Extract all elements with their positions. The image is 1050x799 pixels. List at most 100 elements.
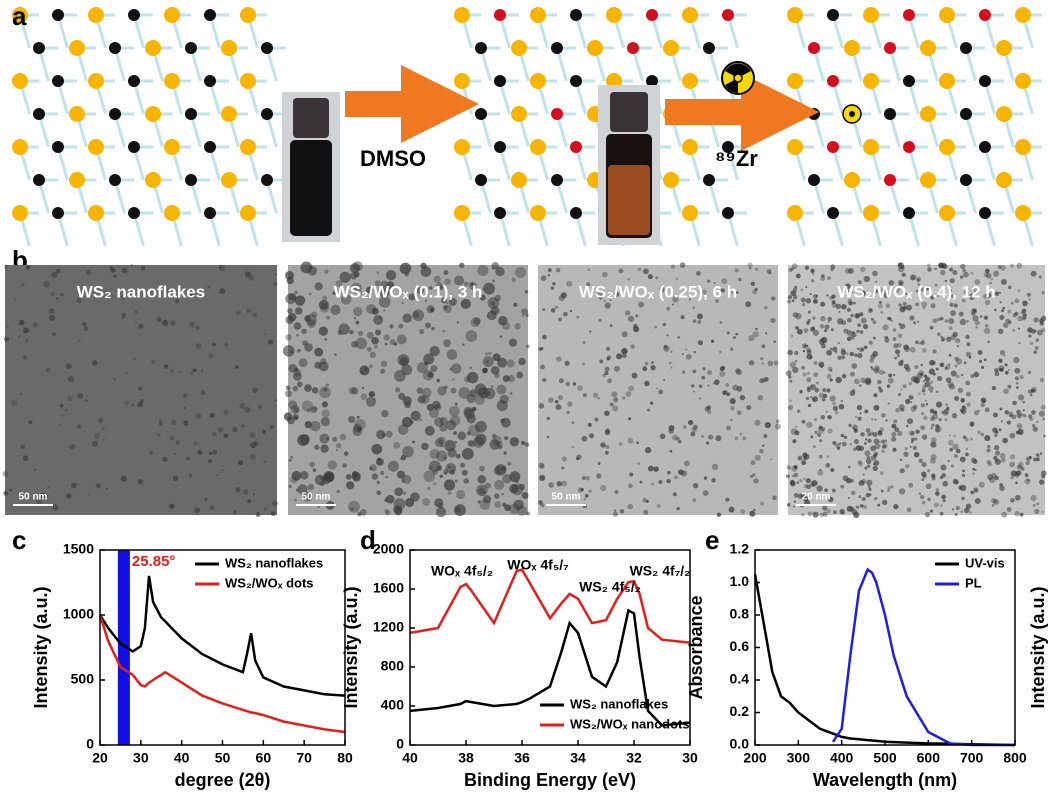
tem-grain <box>1002 437 1008 444</box>
y2-axis-title: Intensity (a.u.) <box>1028 586 1048 708</box>
tem-grain <box>330 304 341 315</box>
tem-grain <box>827 366 833 372</box>
tem-grain <box>577 385 583 391</box>
tem-grain <box>845 352 849 356</box>
tem-grain <box>618 268 624 274</box>
tem-grain <box>235 309 242 316</box>
tem-grain <box>806 421 813 428</box>
tem-grain <box>893 286 900 294</box>
lattice-layer <box>12 7 1042 247</box>
tem-grain <box>1034 508 1040 514</box>
tem-grain <box>795 425 798 428</box>
tem-grain <box>807 403 812 408</box>
tem-grain <box>789 479 795 485</box>
tem-grain <box>955 448 961 454</box>
tem-grain <box>1004 370 1009 375</box>
tem-grain <box>893 343 899 349</box>
tem-grain <box>825 410 828 414</box>
tem-grain <box>711 478 716 483</box>
tem-grain <box>1033 317 1039 323</box>
tem-grain <box>848 301 853 306</box>
tem-grain <box>670 366 673 369</box>
tem-grain <box>999 407 1003 411</box>
tem-grain <box>947 439 954 446</box>
tem-grain <box>351 282 362 294</box>
atom <box>808 42 820 54</box>
tem-grain <box>951 413 958 419</box>
tem-grain <box>288 458 292 462</box>
atom <box>787 7 803 23</box>
tem-grain <box>1007 285 1012 290</box>
tem-grain <box>376 490 382 496</box>
tem-grain <box>994 308 997 312</box>
tem-grain <box>1009 461 1015 468</box>
tem-grain <box>948 318 955 325</box>
tem-grain <box>647 408 651 412</box>
tem-grain <box>761 344 766 349</box>
tem-grain <box>235 365 239 369</box>
tem-grain <box>966 342 971 347</box>
tem-grain <box>1043 434 1046 438</box>
tem-grain <box>462 343 465 346</box>
tem-grain <box>607 378 612 384</box>
tem-grain <box>239 402 246 409</box>
tem-grain <box>860 317 867 324</box>
tem-grain <box>965 503 972 510</box>
tem-grain <box>78 339 81 343</box>
tem-grain <box>811 326 816 331</box>
tem-grain <box>860 266 866 273</box>
tem-grain <box>796 328 803 335</box>
tem-grain <box>263 460 267 464</box>
tem-grain <box>735 332 739 336</box>
tem-grain <box>514 323 521 330</box>
tem-grain <box>750 474 754 478</box>
tem-grain <box>880 310 884 314</box>
tem-grain <box>302 340 308 346</box>
tem-grain <box>954 396 960 401</box>
scale-bar-label: 50 nm <box>552 492 581 503</box>
tem-grain <box>437 386 447 396</box>
tem-grain <box>860 504 864 508</box>
tem-grain <box>304 315 311 322</box>
tem-grain <box>905 304 912 311</box>
tem-grain <box>880 439 886 444</box>
x-tick-label: 32 <box>626 750 642 766</box>
tem-grain <box>616 353 623 360</box>
tem-grain <box>719 370 726 377</box>
tem-grain <box>662 322 667 327</box>
tem-grain <box>993 444 1000 451</box>
tem-grain <box>941 338 945 342</box>
tem-grain <box>950 370 957 377</box>
tem-grain <box>908 482 914 488</box>
tem-grain <box>818 361 825 368</box>
tem-grain <box>929 509 933 513</box>
tem-grain <box>851 363 858 369</box>
tem-grain <box>933 502 939 508</box>
atom <box>204 141 216 153</box>
tem-grain <box>295 488 300 492</box>
tem-grain <box>984 299 991 306</box>
tem-grain <box>321 401 328 408</box>
tem-grain <box>813 372 819 378</box>
atom <box>88 205 104 221</box>
tem-label: WS₂/WOₓ (0.1), 3 h <box>334 282 483 301</box>
x-tick-label: 38 <box>458 750 474 766</box>
tem-grain <box>398 392 406 400</box>
tem-grain <box>786 474 790 479</box>
zr-core <box>849 111 855 117</box>
tem-grain <box>561 466 565 470</box>
tem-grain <box>380 368 386 374</box>
tem-grain <box>948 434 951 437</box>
tem-grain <box>986 459 991 465</box>
atom <box>164 205 180 221</box>
tem-grain <box>837 341 840 345</box>
tem-grain <box>359 365 370 376</box>
atom <box>570 207 582 219</box>
tem-grain <box>502 375 510 383</box>
tem-grain <box>806 387 811 393</box>
atom <box>682 7 698 23</box>
tem-grain <box>111 295 115 298</box>
tem-grain <box>360 371 363 375</box>
tem-grain <box>307 483 315 491</box>
tem-grain <box>919 287 922 290</box>
